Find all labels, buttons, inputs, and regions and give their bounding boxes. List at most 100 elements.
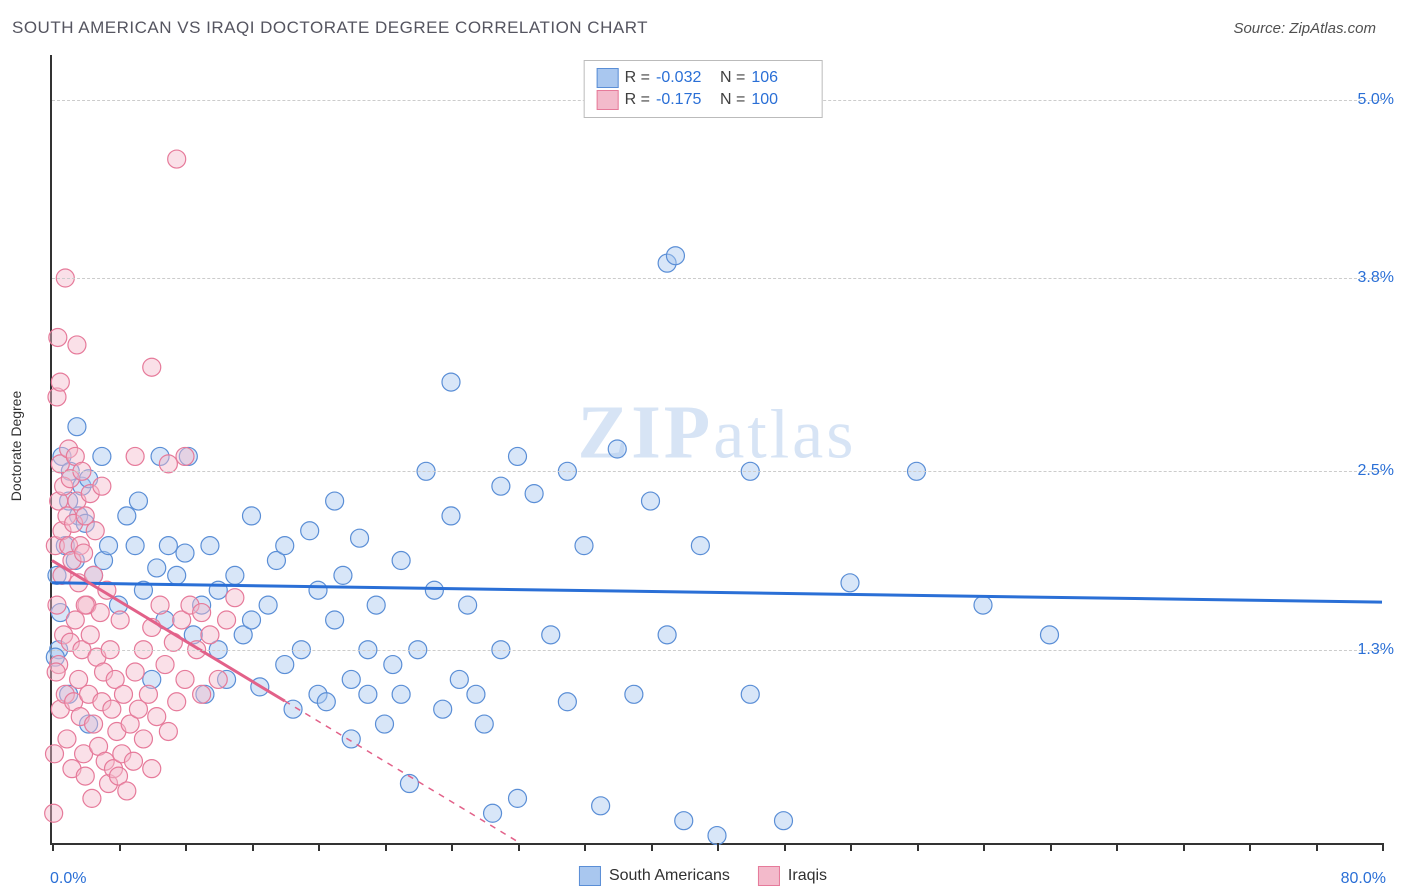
data-point: [81, 626, 99, 644]
data-point: [243, 507, 261, 525]
data-point: [126, 537, 144, 555]
data-point: [226, 589, 244, 607]
data-point: [114, 685, 132, 703]
legend-n-value: 100: [751, 91, 809, 109]
legend-n-label: N =: [720, 91, 745, 109]
data-point: [525, 485, 543, 503]
x-tick: [518, 843, 520, 851]
x-tick: [651, 843, 653, 851]
legend-r-label: R =: [625, 69, 650, 87]
x-tick: [1183, 843, 1185, 851]
legend-r-value: -0.032: [656, 69, 714, 87]
data-point: [45, 804, 63, 822]
data-point: [317, 693, 335, 711]
data-point: [75, 544, 93, 562]
data-point: [226, 566, 244, 584]
data-point: [351, 529, 369, 547]
data-point: [85, 715, 103, 733]
data-point: [76, 767, 94, 785]
data-point: [168, 150, 186, 168]
data-point: [475, 715, 493, 733]
data-point: [334, 566, 352, 584]
x-tick: [784, 843, 786, 851]
correlation-legend: R =-0.032N =106R =-0.175N =100: [584, 60, 823, 118]
data-point: [592, 797, 610, 815]
x-tick: [1316, 843, 1318, 851]
x-tick: [119, 843, 121, 851]
data-point: [741, 685, 759, 703]
x-tick: [1249, 843, 1251, 851]
data-point: [93, 447, 111, 465]
data-point: [558, 693, 576, 711]
data-point: [134, 730, 152, 748]
data-point: [434, 700, 452, 718]
series-legend-item: South Americans: [579, 866, 730, 886]
x-tick: [717, 843, 719, 851]
data-point: [168, 566, 186, 584]
data-point: [168, 693, 186, 711]
data-point: [542, 626, 560, 644]
data-point: [376, 715, 394, 733]
data-point: [367, 596, 385, 614]
scatter-svg: [52, 55, 1382, 843]
data-point: [51, 373, 69, 391]
y-tick-label: 2.5%: [1358, 462, 1394, 480]
x-tick: [185, 843, 187, 851]
data-point: [176, 544, 194, 562]
data-point: [126, 663, 144, 681]
trend-line: [52, 583, 1382, 602]
data-point: [129, 492, 147, 510]
data-point: [392, 685, 410, 703]
y-axis-label: Doctorate Degree: [8, 391, 24, 502]
data-point: [124, 752, 142, 770]
gridline-h: [52, 278, 1382, 279]
data-point: [1041, 626, 1059, 644]
data-point: [841, 574, 859, 592]
data-point: [118, 782, 136, 800]
gridline-h: [52, 650, 1382, 651]
data-point: [575, 537, 593, 555]
data-point: [442, 507, 460, 525]
data-point: [342, 670, 360, 688]
data-point: [176, 670, 194, 688]
x-tick: [318, 843, 320, 851]
plot-area: ZIPatlas: [50, 55, 1382, 845]
data-point: [459, 596, 477, 614]
data-point: [156, 656, 174, 674]
data-point: [509, 447, 527, 465]
data-point: [68, 336, 86, 354]
legend-swatch: [579, 866, 601, 886]
gridline-h: [52, 471, 1382, 472]
x-tick: [1382, 843, 1384, 851]
data-point: [276, 656, 294, 674]
data-point: [642, 492, 660, 510]
data-point: [708, 827, 726, 845]
data-point: [218, 611, 236, 629]
data-point: [45, 745, 63, 763]
x-tick: [1050, 843, 1052, 851]
data-point: [243, 611, 261, 629]
data-point: [775, 812, 793, 830]
legend-swatch: [597, 68, 619, 88]
x-axis-max-label: 80.0%: [1341, 870, 1386, 888]
data-point: [193, 685, 211, 703]
data-point: [176, 447, 194, 465]
data-point: [103, 700, 121, 718]
data-point: [259, 596, 277, 614]
data-point: [159, 537, 177, 555]
data-point: [111, 611, 129, 629]
x-tick: [52, 843, 54, 851]
x-tick: [1116, 843, 1118, 851]
data-point: [159, 455, 177, 473]
y-tick-label: 5.0%: [1358, 91, 1394, 109]
data-point: [86, 522, 104, 540]
data-point: [492, 477, 510, 495]
x-tick: [451, 843, 453, 851]
legend-r-value: -0.175: [656, 91, 714, 109]
data-point: [442, 373, 460, 391]
legend-swatch: [597, 90, 619, 110]
data-point: [143, 358, 161, 376]
series-legend-label: Iraqis: [788, 867, 827, 885]
data-point: [139, 685, 157, 703]
data-point: [974, 596, 992, 614]
